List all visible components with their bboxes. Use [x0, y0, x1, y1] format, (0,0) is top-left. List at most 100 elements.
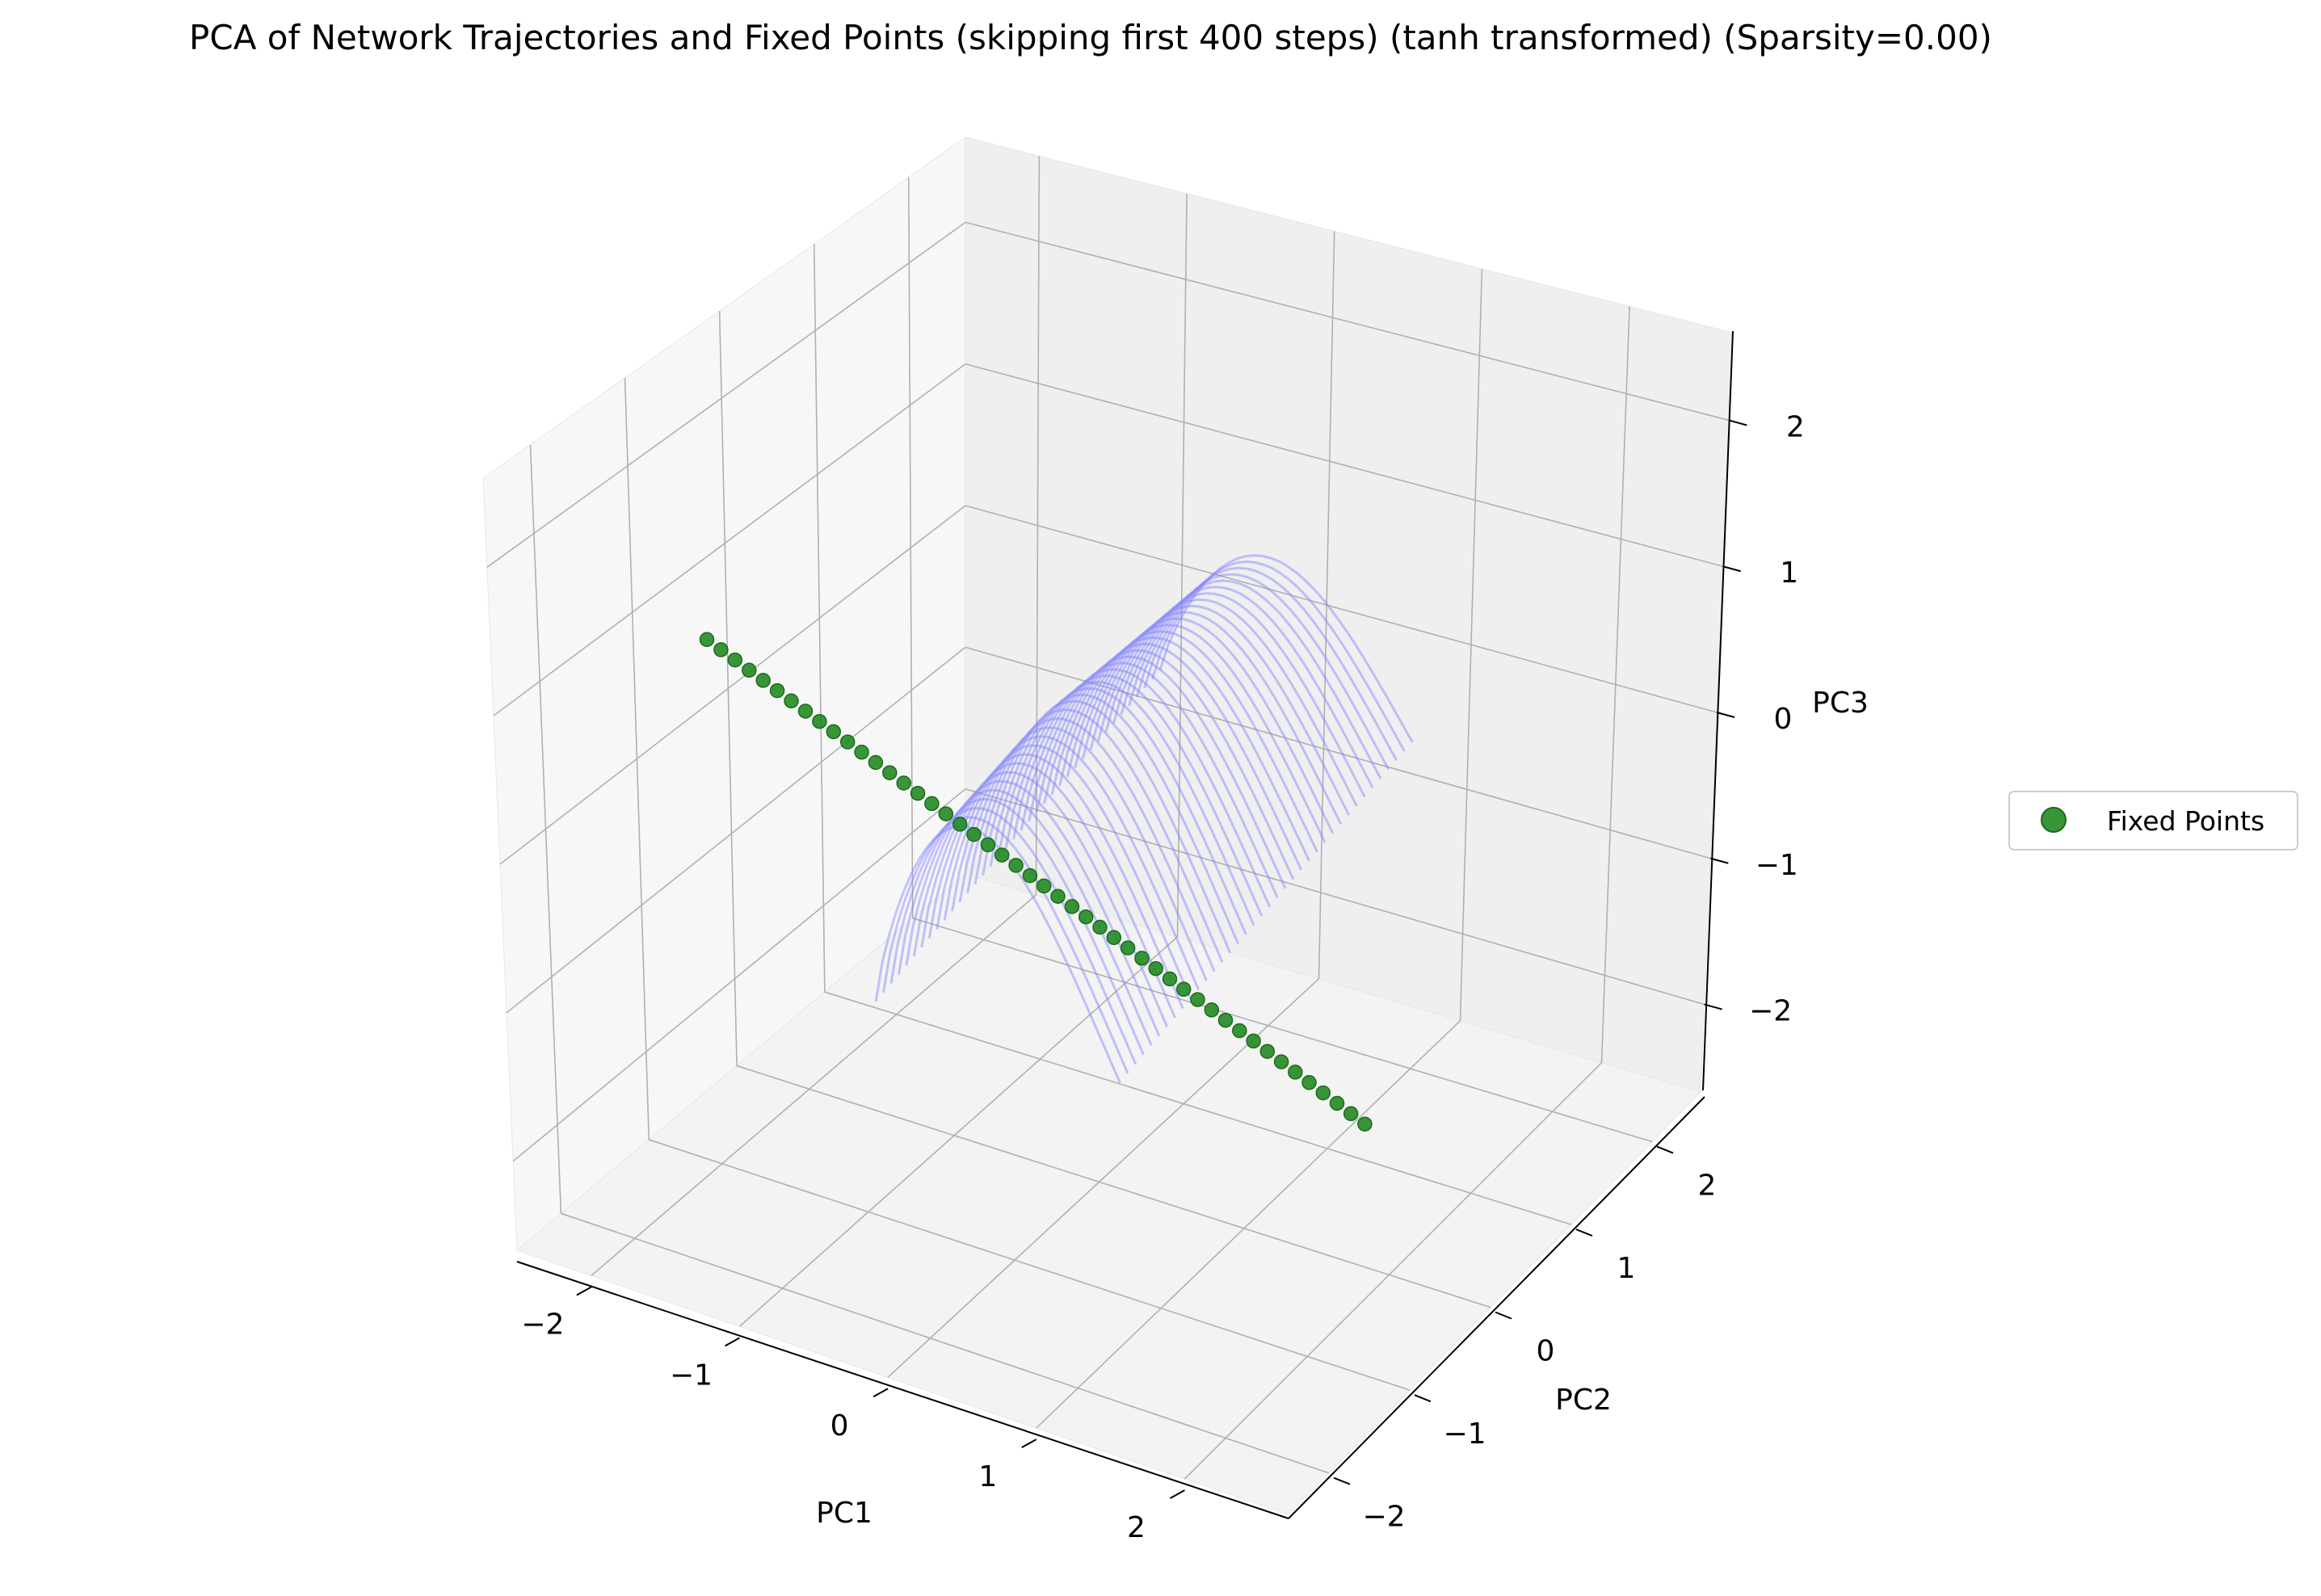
fixed-point: [1246, 1033, 1261, 1049]
gridline-z-back: [965, 505, 1718, 713]
fixed-point: [938, 806, 954, 821]
gridline-y-floor: [824, 991, 1572, 1225]
y-tick: [1414, 1394, 1432, 1403]
trajectory-line: [1004, 680, 1255, 926]
gridline-y-floor: [561, 1212, 1330, 1474]
trajectory-line: [966, 717, 1216, 972]
axis-ticks: −2 −1 0 1 2 −2 −1 0 1 2 −2 −1 0 1 2: [521, 410, 1805, 1544]
fixed-point: [1204, 1002, 1220, 1018]
trajectory-line: [958, 726, 1208, 981]
trajectory-line: [927, 762, 1176, 1018]
x-axis-line: [516, 1261, 1289, 1519]
fixed-point: [910, 785, 926, 801]
trajectory-line: [936, 753, 1184, 1010]
fixed-point: [924, 796, 940, 812]
y-axis-label: PC2: [1555, 1384, 1612, 1417]
trajectory-line: [943, 744, 1192, 1000]
z-tick: [1722, 565, 1741, 573]
gridline-y-floor: [912, 918, 1653, 1143]
z-axis-label: PC3: [1812, 687, 1869, 720]
fixed-point: [713, 642, 729, 657]
gridline-z-left: [486, 221, 966, 568]
fixed-point: [1162, 971, 1178, 987]
fixed-point: [1301, 1075, 1317, 1090]
gridline-z-left: [499, 505, 966, 865]
trajectory-line: [1104, 598, 1358, 807]
trajectory-line: [1028, 662, 1279, 899]
fixed-point: [896, 775, 911, 791]
fixed-point: [1008, 858, 1024, 873]
trajectory-line: [1081, 617, 1335, 834]
y-tick-label: 0: [1537, 1335, 1555, 1368]
y-tick-label: −2: [1362, 1501, 1405, 1534]
fixed-point: [882, 765, 898, 780]
x-tick-label: 0: [830, 1409, 849, 1443]
fixed-point: [699, 632, 715, 648]
fixed-point: [1120, 940, 1136, 956]
gridline-x-floor: [738, 936, 1179, 1327]
trajectory-line: [1112, 592, 1366, 798]
fixed-point: [854, 745, 869, 760]
z-tick: [1704, 1003, 1722, 1010]
x-tick: [724, 1337, 740, 1347]
gridline-y-floor: [648, 1139, 1411, 1391]
gridline-x-floor: [887, 978, 1320, 1378]
y-tick-label: 1: [1617, 1252, 1636, 1285]
gridline-z-left: [493, 363, 966, 716]
fixed-point: [812, 713, 827, 729]
trajectory-line: [1020, 668, 1272, 908]
gridline-z-back: [965, 221, 1730, 422]
fixed-points: [699, 632, 1373, 1132]
y-tick-label: 2: [1698, 1170, 1717, 1203]
fixed-point: [1106, 930, 1122, 946]
trajectory-line: [1143, 566, 1398, 762]
z-tick-label: −1: [1755, 849, 1798, 882]
gridline-x-floor: [1036, 1020, 1461, 1429]
gridline-z-left: [512, 788, 966, 1162]
fixed-point: [1050, 888, 1066, 904]
fixed-point: [868, 754, 884, 771]
fixed-point: [755, 673, 771, 688]
fixed-point: [1315, 1085, 1331, 1101]
gridline-x-floor: [591, 894, 1037, 1277]
fixed-point: [1288, 1065, 1303, 1080]
x-tick-label: −1: [670, 1359, 713, 1392]
trajectory-line: [1050, 642, 1303, 871]
fixed-point: [1064, 899, 1080, 914]
fixed-point: [1190, 992, 1205, 1007]
y-tick: [1656, 1145, 1674, 1154]
z-tick-label: 2: [1786, 410, 1805, 443]
pane-floor: [516, 873, 1701, 1515]
gridline-z-back: [965, 363, 1723, 568]
z-axis-line: [1702, 330, 1734, 1091]
trajectory-line: [973, 708, 1224, 963]
gridline-z-left: [506, 646, 966, 1014]
x-tick: [1169, 1489, 1185, 1499]
trajectory-line: [982, 699, 1232, 954]
trajectory-line: [1135, 573, 1390, 771]
chart-title: PCA of Network Trajectories and Fixed Po…: [189, 18, 1992, 57]
trajectory-line: [882, 816, 1129, 1074]
fixed-point: [1148, 960, 1163, 976]
fixed-point: [769, 682, 785, 699]
z-tick-label: 0: [1774, 703, 1793, 736]
fixed-point: [1078, 909, 1094, 925]
z-tick: [1716, 712, 1735, 718]
fixed-point: [742, 662, 757, 678]
trajectory-line: [889, 807, 1137, 1065]
fixed-point: [1343, 1106, 1359, 1122]
gridline-z-back: [965, 788, 1705, 1006]
fixed-point: [966, 826, 982, 842]
trajectory-line: [1043, 649, 1295, 880]
x-axis-label: PC1: [816, 1497, 872, 1530]
y-tick: [1495, 1311, 1512, 1320]
trajectory-line: [897, 797, 1145, 1056]
fixed-point: [797, 704, 814, 719]
trajectory-line: [1128, 579, 1382, 779]
y-axis-line: [1288, 1096, 1705, 1519]
fixed-point: [994, 847, 1010, 863]
trajectory-line: [1035, 655, 1287, 889]
gridline-x-floor: [1184, 1062, 1603, 1480]
